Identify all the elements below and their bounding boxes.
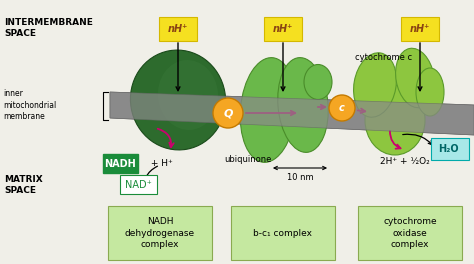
Ellipse shape <box>158 60 218 130</box>
Text: c: c <box>339 103 345 113</box>
Text: b-c₁ complex: b-c₁ complex <box>254 229 312 238</box>
Text: + H⁺: + H⁺ <box>148 159 173 168</box>
Text: nH⁺: nH⁺ <box>410 24 430 34</box>
Text: cytochrome c: cytochrome c <box>355 54 412 63</box>
Text: Q: Q <box>223 108 233 118</box>
FancyBboxPatch shape <box>120 175 157 194</box>
FancyBboxPatch shape <box>231 206 335 260</box>
Ellipse shape <box>354 53 396 117</box>
Ellipse shape <box>396 48 435 108</box>
Text: inner
mitochondrial
membrane: inner mitochondrial membrane <box>3 89 56 121</box>
FancyBboxPatch shape <box>103 154 138 173</box>
Ellipse shape <box>240 58 296 162</box>
Ellipse shape <box>416 68 444 116</box>
Text: 10 nm: 10 nm <box>287 173 313 182</box>
Ellipse shape <box>130 50 226 150</box>
Text: NADH
dehydrogenase
complex: NADH dehydrogenase complex <box>125 217 195 249</box>
Polygon shape <box>110 92 474 135</box>
Ellipse shape <box>213 98 243 128</box>
Text: INTERMEMBRANE
SPACE: INTERMEMBRANE SPACE <box>4 18 93 38</box>
FancyBboxPatch shape <box>108 206 212 260</box>
FancyBboxPatch shape <box>431 138 469 160</box>
Text: ubiquinone: ubiquinone <box>224 155 272 164</box>
FancyBboxPatch shape <box>401 17 439 41</box>
Ellipse shape <box>278 58 328 152</box>
Text: H₂O: H₂O <box>438 144 458 154</box>
Ellipse shape <box>365 85 425 155</box>
FancyBboxPatch shape <box>264 17 302 41</box>
Ellipse shape <box>329 95 355 121</box>
Polygon shape <box>110 92 474 135</box>
FancyBboxPatch shape <box>159 17 197 41</box>
Text: nH⁺: nH⁺ <box>168 24 188 34</box>
Text: cytochrome
oxidase
complex: cytochrome oxidase complex <box>383 217 437 249</box>
Text: NADH: NADH <box>104 159 136 169</box>
Ellipse shape <box>304 64 332 100</box>
Text: 2H⁺ + ½O₂: 2H⁺ + ½O₂ <box>380 158 430 167</box>
FancyBboxPatch shape <box>358 206 462 260</box>
Text: MATRIX
SPACE: MATRIX SPACE <box>4 175 43 195</box>
Text: nH⁺: nH⁺ <box>273 24 293 34</box>
Text: NAD⁺: NAD⁺ <box>125 180 151 190</box>
